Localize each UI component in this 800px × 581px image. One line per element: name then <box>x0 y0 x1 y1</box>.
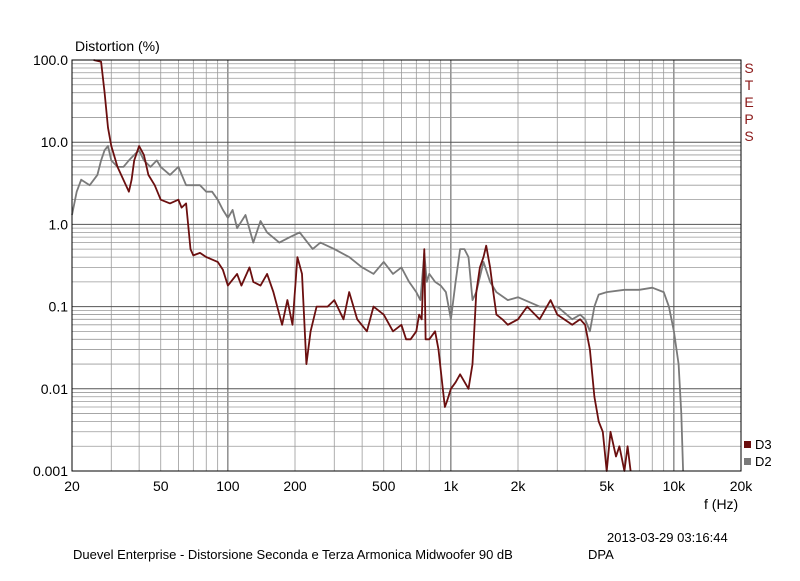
y-axis-label: Distortion (%) <box>75 38 160 54</box>
plot-frame <box>71 59 742 472</box>
y-tick-label: 0.001 <box>33 463 68 479</box>
x-tick-label: 50 <box>153 478 169 494</box>
y-tick-label: 100.0 <box>33 52 68 68</box>
legend-label-d2: D2 <box>755 454 772 469</box>
x-tick-label: 2k <box>511 478 527 494</box>
x-tick-label: 10k <box>663 478 687 494</box>
legend-item-d2: D2 <box>744 453 772 470</box>
chart-caption: Duevel Enterprise - Distorsione Seconda … <box>73 547 513 562</box>
timestamp: 2013-03-29 03:16:44 <box>607 530 728 545</box>
x-tick-label: 20 <box>64 478 80 494</box>
chart-grid <box>71 60 742 472</box>
legend-item-d3: D3 <box>744 436 772 453</box>
x-tick-label: 100 <box>216 478 240 494</box>
legend-label-d3: D3 <box>755 437 772 452</box>
y-tick-label: 1.0 <box>49 216 69 232</box>
series-line-d2 <box>71 145 684 472</box>
caption-tag: DPA <box>588 547 614 562</box>
x-tick-label: 5k <box>599 478 615 494</box>
legend-swatch-d2 <box>744 458 751 465</box>
x-tick-label: 200 <box>283 478 307 494</box>
x-tick-label: 20k <box>730 478 754 494</box>
x-tick-label: 1k <box>443 478 459 494</box>
legend: D3 D2 <box>744 436 772 470</box>
steps-logo: STEPS <box>744 60 754 144</box>
series-layer <box>71 59 684 472</box>
y-tick-label: 10.0 <box>41 134 68 150</box>
y-tick-label: 0.01 <box>41 381 68 397</box>
series-line-d3 <box>93 59 632 472</box>
y-tick-label: 0.1 <box>49 299 69 315</box>
x-axis-label: f (Hz) <box>704 496 739 512</box>
legend-swatch-d3 <box>744 441 751 448</box>
tick-labels: 20 50 100 200 500 1k 2k 5k 10k 20k 100.0 10.0 1.0 0.1… <box>33 52 753 494</box>
x-tick-label: 500 <box>372 478 396 494</box>
